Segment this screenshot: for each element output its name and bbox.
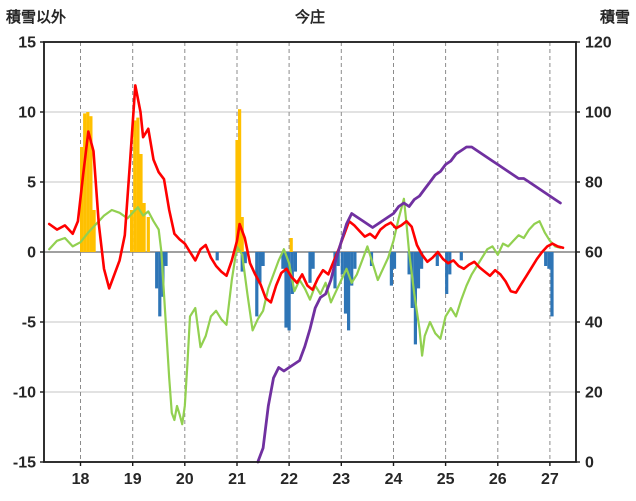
blue-bars-bar [416, 252, 421, 289]
x-tick-label: 22 [280, 471, 298, 488]
x-tick-label: 21 [228, 471, 246, 488]
blue-bars-bar [544, 252, 548, 266]
x-tick-label: 18 [72, 471, 90, 488]
blue-bars-bar [261, 252, 265, 266]
blue-bars-bar [350, 252, 354, 286]
y-right-tick-label: 60 [585, 245, 603, 262]
y-left-tick-label: -10 [13, 385, 36, 402]
x-tick-label: 27 [541, 471, 559, 488]
left-axis-title: 積雪以外 [6, 9, 67, 26]
blue-bars-bar [353, 252, 357, 269]
blue-bars-bar [550, 252, 554, 317]
y-right-tick-label: 120 [585, 35, 612, 52]
blue-bars-bar [420, 252, 424, 269]
blue-bars-bar [343, 252, 348, 314]
y-left-tick-label: -15 [13, 455, 36, 472]
blue-bars-bar [287, 252, 291, 331]
blue-bars-bar [336, 252, 340, 266]
blue-bars-bar [347, 252, 351, 331]
x-tick-label: 20 [176, 471, 194, 488]
orange-bars-bar [83, 113, 87, 253]
blue-bars-bar [547, 252, 551, 269]
blue-bars-bar [435, 252, 439, 266]
x-tick-label: 24 [385, 471, 403, 488]
orange-bars-bar [86, 112, 90, 252]
orange-bars-bar [289, 238, 293, 252]
blue-bars-bar [155, 252, 159, 289]
y-right-tick-label: 80 [585, 175, 603, 192]
x-tick-label: 23 [332, 471, 350, 488]
purple-line [256, 145, 562, 464]
orange-bars-bar [238, 109, 242, 252]
orange-bars-bar [146, 217, 150, 252]
x-tick-label: 19 [124, 471, 142, 488]
blue-bars-bar [281, 252, 285, 269]
y-right-tick-label: 40 [585, 315, 603, 332]
blue-bars-bar [445, 252, 449, 294]
blue-bars-bar [333, 252, 337, 289]
blue-bars-bar [311, 252, 315, 269]
orange-bars-bar [142, 203, 146, 252]
orange-bars-bar [235, 140, 239, 252]
chart-title: 今庄 [294, 9, 325, 26]
orange-bars-bar [92, 210, 96, 252]
orange-bars-bar [136, 117, 140, 252]
y-left-tick-label: 5 [27, 175, 36, 192]
blue-bars-bar [308, 252, 312, 283]
y-right-tick-label: 100 [585, 105, 612, 122]
blue-bars-bar [284, 252, 288, 328]
blue-bars-bar [243, 252, 247, 264]
blue-bars-bar [255, 252, 259, 317]
y-left-tick-label: -5 [22, 315, 36, 332]
red-line [47, 84, 565, 304]
blue-bars-bar [392, 252, 397, 269]
orange-bars-bar [89, 116, 93, 252]
y-right-tick-label: 20 [585, 385, 603, 402]
orange-bars-bar [133, 120, 137, 253]
blue-bars-bar [290, 252, 294, 294]
green-line [48, 197, 562, 426]
blue-bars-bar [459, 252, 463, 261]
blue-bars-bar [258, 252, 262, 283]
y-left-tick-label: 10 [18, 105, 36, 122]
y-left-tick-label: 0 [27, 245, 36, 262]
blue-bars-bar [407, 252, 411, 275]
blue-bars-bar [389, 252, 393, 286]
y-left-tick-label: 15 [18, 35, 36, 52]
blue-bars-bar [164, 252, 168, 266]
y-right-tick-label: 0 [585, 455, 594, 472]
x-tick-label: 26 [489, 471, 507, 488]
blue-bars-bar [293, 252, 297, 272]
x-tick-label: 25 [437, 471, 455, 488]
orange-bars-bar [139, 154, 143, 252]
blue-bars-bar [215, 252, 219, 261]
blue-bars-bar [340, 252, 344, 275]
orange-bars-bar [130, 210, 134, 252]
right-axis-title: 積雪 [599, 9, 630, 26]
blue-bars-bar [158, 252, 162, 317]
